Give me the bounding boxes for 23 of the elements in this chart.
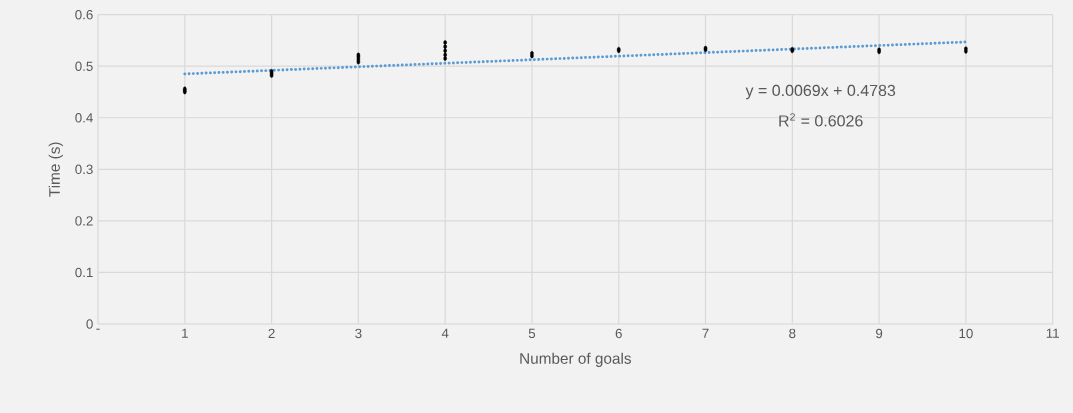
y-tick-label: 0.2 <box>75 216 93 226</box>
x-tick-label: 7 <box>702 328 709 338</box>
y-tick-label: 0.4 <box>75 113 93 123</box>
y-tick-label: 0.3 <box>75 164 93 175</box>
y-tick-label: 0 <box>86 319 93 329</box>
x-tick-label: 10 <box>959 328 973 339</box>
annotation: y = 0.0069x + 0.4783 <box>745 84 896 100</box>
y-tick-label: 0.1 <box>75 267 93 278</box>
x-tick-label: 11 <box>1046 328 1059 338</box>
x-tick-label: - <box>96 328 100 330</box>
x-tick-label: 5 <box>528 328 536 338</box>
x-tick-label: 8 <box>789 328 796 339</box>
x-tick-label: 9 <box>876 328 883 339</box>
x-tick-label: 4 <box>441 328 449 338</box>
annotation: R$^{2}$ = 0.6026 <box>779 113 863 127</box>
x-tick-label: 2 <box>268 328 275 339</box>
x-tick-label: 3 <box>355 328 362 339</box>
x-tick-label: 1 <box>182 328 188 338</box>
y-axis-title: Time (s) <box>48 142 63 197</box>
y-tick-label: 0.5 <box>75 61 93 71</box>
x-tick-label: 6 <box>615 328 622 339</box>
x-axis-title: Number of goals <box>520 352 631 367</box>
y-tick-label: 0.6 <box>75 9 93 20</box>
